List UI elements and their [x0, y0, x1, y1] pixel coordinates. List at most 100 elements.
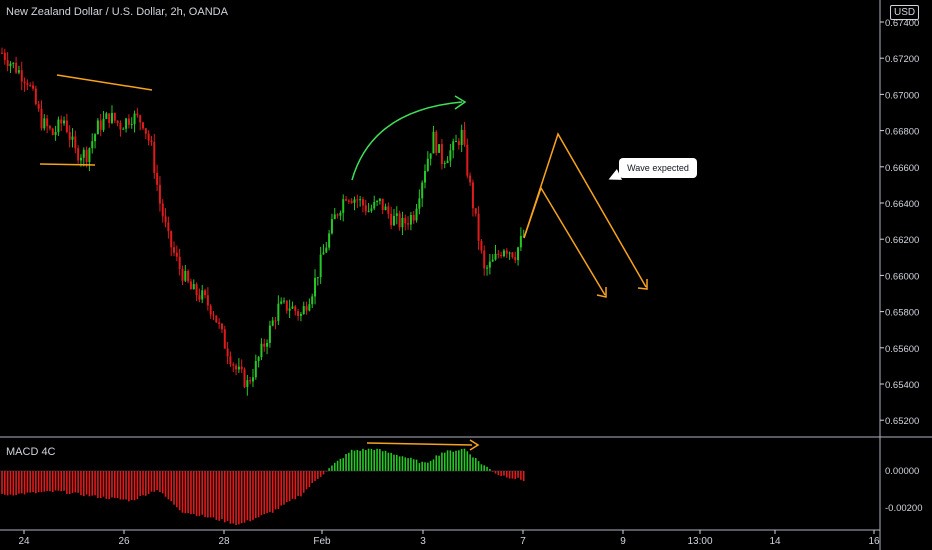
candle-body [147, 133, 150, 141]
candle-body [229, 356, 232, 365]
macd-bar [511, 471, 514, 479]
macd-indicator-label[interactable]: MACD 4C [6, 446, 56, 458]
macd-bar [415, 459, 418, 471]
macd-bar [218, 471, 220, 521]
macd-bar [147, 471, 150, 495]
macd-divergence-line[interactable] [366, 442, 473, 446]
macd-bar [497, 471, 500, 476]
macd-bar [40, 471, 43, 493]
price-axis[interactable]: 0.67400 0.67200 0.67000 0.66800 0.66600 0.664… [880, 18, 919, 427]
currency-badge[interactable]: USD [890, 5, 920, 20]
macd-bar [288, 471, 291, 502]
macd-bar [4, 471, 6, 495]
macd-bar [500, 471, 502, 476]
candle-body [508, 252, 511, 254]
macd-bar [80, 471, 82, 496]
price-tick-label: 0.67200 [885, 54, 919, 65]
candle-body [68, 132, 71, 140]
macd-bar [60, 471, 63, 492]
candle-body [26, 83, 29, 85]
macd-bar [463, 448, 466, 471]
macd-bar [119, 471, 122, 500]
candle-body [376, 201, 379, 203]
wave-projection-lower[interactable] [523, 186, 606, 296]
price-tick-label: 0.66400 [885, 199, 919, 210]
macd-bar [491, 471, 494, 472]
wave-projection-upper[interactable] [523, 132, 647, 288]
macd-bar [443, 452, 446, 471]
macd-bar [305, 471, 308, 490]
time-tick-label: 14 [769, 536, 781, 547]
candle-body [297, 311, 300, 316]
candle-body [133, 113, 136, 125]
macd-bar [9, 471, 12, 495]
candle-body [494, 253, 497, 260]
macd-bar [32, 471, 34, 492]
macd-bar [37, 471, 40, 493]
macd-bar [271, 471, 274, 513]
macd-bar [398, 456, 401, 471]
macd-bar [353, 450, 356, 471]
time-tick-label: 26 [118, 536, 130, 547]
candle-body [212, 314, 215, 316]
macd-bar [362, 448, 364, 471]
macd-bar [68, 471, 71, 495]
candle-body [381, 198, 384, 211]
candle-body [153, 142, 156, 173]
macd-bar [291, 471, 294, 499]
candle-body [283, 300, 285, 302]
candle-body [1, 52, 3, 54]
wave-projection-upper-head [637, 279, 648, 290]
macd-bar [246, 471, 249, 521]
curved-up-arrow[interactable] [351, 101, 463, 181]
candle-body [294, 306, 297, 312]
candle-body [127, 118, 130, 125]
candle-body [429, 153, 432, 159]
candle-body [500, 254, 503, 257]
candle-body [204, 290, 207, 296]
macd-bar [238, 471, 240, 525]
candle-body [32, 85, 35, 89]
macd-bar [88, 471, 91, 497]
candle-body [345, 199, 348, 201]
candle-body [46, 118, 49, 127]
macd-bar [255, 471, 257, 519]
candle-body [398, 213, 401, 228]
candle-body [17, 70, 20, 73]
macd-bar [401, 456, 404, 471]
macd-bar [421, 461, 423, 471]
macd-bar [212, 471, 215, 518]
macd-bar [404, 457, 407, 471]
time-tick-label: 9 [620, 536, 626, 547]
macd-bar [114, 471, 116, 498]
macd-bar [469, 454, 471, 471]
time-axis[interactable]: 24 26 28 Feb 3 7 9 13:00 14 16 [18, 530, 880, 547]
macd-bar [297, 471, 299, 497]
candle-body [189, 281, 192, 290]
candle-body [20, 70, 23, 82]
candle-body [455, 141, 458, 143]
macd-bar [201, 471, 204, 515]
price-tick-label: 0.66600 [885, 163, 919, 174]
wave-expected-callout[interactable]: Wave expected [619, 158, 697, 178]
candle-body [251, 377, 254, 382]
macd-bar [136, 471, 139, 500]
macd-bar [472, 457, 474, 471]
candle-body [469, 175, 472, 183]
wedge-top-line[interactable] [56, 74, 153, 91]
macd-bar [26, 471, 29, 493]
macd-bar [342, 458, 345, 471]
candle-body [266, 342, 269, 347]
macd-bar [328, 468, 330, 471]
time-tick-label: Feb [313, 536, 331, 547]
candle-body [105, 113, 108, 119]
macd-bar [286, 471, 288, 503]
chart-title: New Zealand Dollar / U.S. Dollar, 2h, OA… [6, 6, 228, 18]
candle-body [350, 201, 353, 203]
time-tick-label: 13:00 [687, 536, 712, 547]
macd-bar [483, 465, 486, 471]
wedge-bottom-line[interactable] [39, 163, 96, 166]
macd-bar [302, 471, 305, 493]
macd-axis[interactable]: 0.00000 -0.00200 [885, 466, 923, 514]
